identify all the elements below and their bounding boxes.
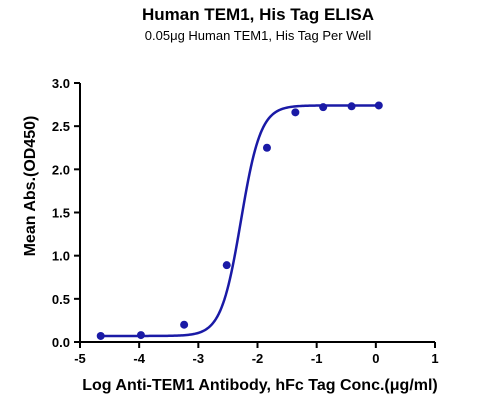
fit-curve-group [100, 104, 379, 338]
data-point [319, 103, 328, 112]
y-tick-label: 0.0 [52, 335, 70, 350]
chart-title: Human TEM1, His Tag ELISA [142, 5, 374, 24]
data-point [222, 261, 231, 270]
y-tick-label: 2.5 [52, 119, 70, 134]
data-points [96, 101, 383, 340]
data-point [180, 320, 189, 329]
x-tick-label: 0 [372, 351, 379, 366]
data-point [96, 331, 105, 340]
data-point [136, 331, 145, 340]
y-tick-label: 1.0 [52, 249, 70, 264]
x-tick-label: -1 [311, 351, 323, 366]
data-point [347, 102, 356, 111]
x-tick-label: -5 [74, 351, 86, 366]
x-tick-label: -2 [252, 351, 264, 366]
y-tick-label: 1.5 [52, 206, 70, 221]
y-tick-label: 3.0 [52, 76, 70, 91]
chart-subtitle: 0.05μg Human TEM1, His Tag Per Well [145, 28, 372, 43]
x-tick-label: 1 [431, 351, 438, 366]
x-tick-label: -4 [133, 351, 145, 366]
data-point [291, 108, 300, 117]
fit-curve [100, 104, 379, 338]
data-point [262, 143, 271, 152]
x-axis-label: Log Anti-TEM1 Antibody, hFc Tag Conc.(μg… [82, 377, 438, 394]
y-tick-label: 2.0 [52, 162, 70, 177]
y-axis-label: Mean Abs.(OD450) [22, 116, 39, 257]
x-tick-label: -3 [193, 351, 205, 366]
y-tick-label: 0.5 [52, 292, 70, 307]
axes: 0.0 0.5 1.0 1.5 2.0 2.5 3.0 -5 -4 -3 -2 -1 0 1 [52, 76, 439, 366]
data-point [374, 101, 383, 110]
